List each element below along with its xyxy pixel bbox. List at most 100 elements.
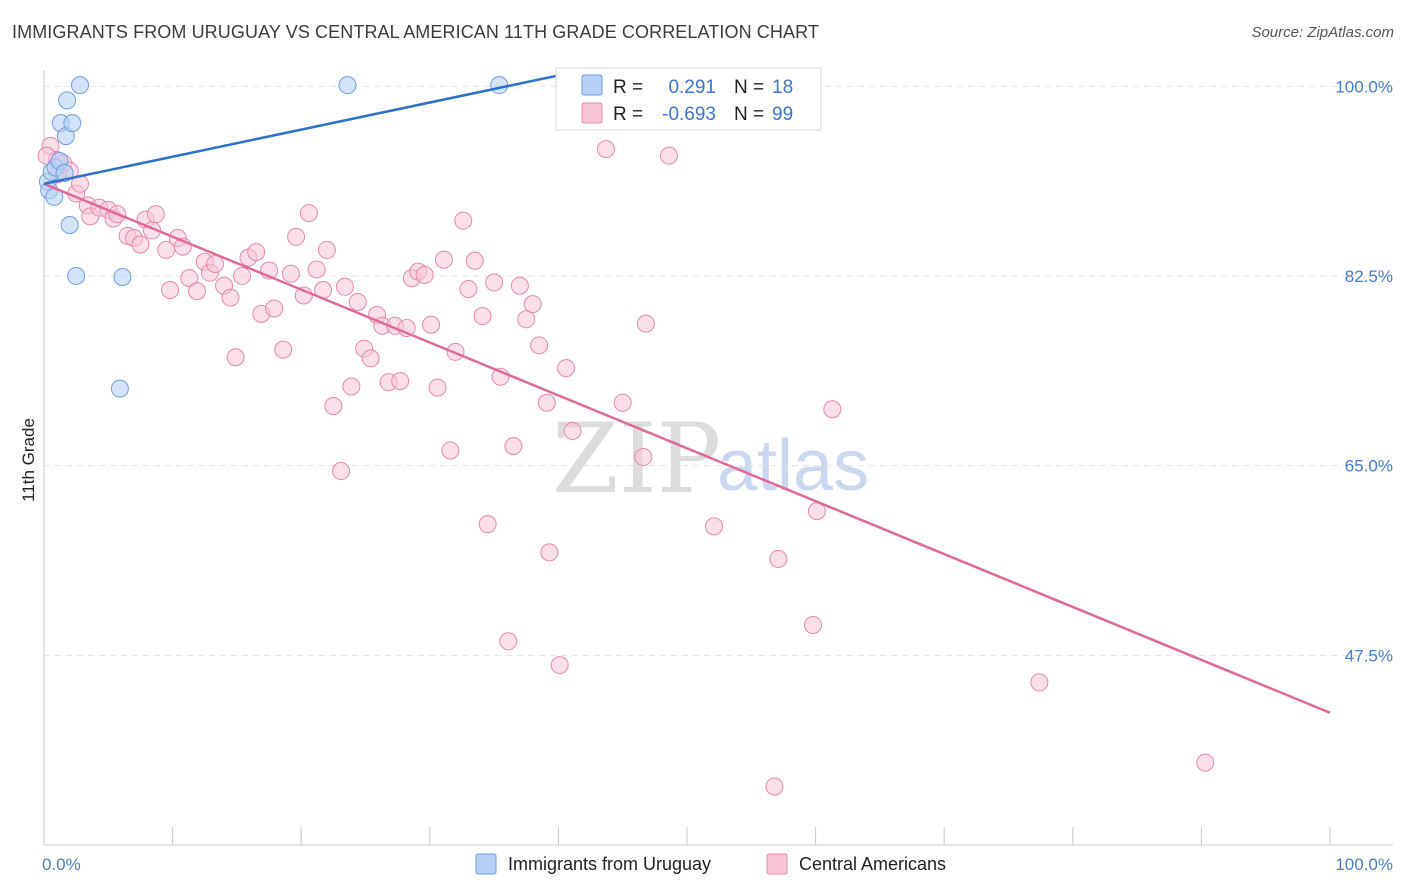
uruguay-point-16: [338, 76, 357, 95]
central-americans-point-93: [823, 400, 842, 419]
central-americans-point-60: [422, 315, 441, 334]
central-americans-point-95: [1196, 753, 1215, 772]
central-americans-point-48: [348, 292, 367, 311]
uruguay-point-12: [67, 266, 86, 285]
grid-lines: [44, 85, 1393, 656]
central-americans-point-80: [550, 656, 569, 675]
uruguay-point-11: [63, 114, 82, 133]
central-americans-point-69: [478, 515, 497, 534]
central-americans-point-88: [705, 517, 724, 536]
legend-swatch-uruguay: [581, 74, 603, 96]
central-americans-point-61: [428, 378, 447, 397]
central-americans-point-45: [332, 462, 351, 481]
x-axis-ticks: [43, 827, 1331, 845]
x-tick-label-min: 0.0%: [42, 855, 81, 874]
central-americans-point-91: [804, 615, 823, 634]
y-tick-label-3: 100.0%: [1335, 77, 1393, 96]
central-americans-point-89: [765, 777, 784, 796]
legend-n-value-central-americans: 99: [772, 104, 793, 125]
central-americans-point-46: [335, 277, 354, 296]
central-americans-point-65: [454, 211, 473, 230]
central-americans-point-73: [504, 437, 523, 456]
central-americans-point-75: [517, 310, 536, 329]
central-americans-point-43: [317, 240, 336, 259]
central-americans-point-77: [530, 336, 549, 355]
series-legend-swatch-central-americans: [766, 853, 788, 875]
series-legend-label-uruguay: Immigrants from Uruguay: [508, 854, 711, 874]
chart-source: Source: ZipAtlas.com: [1251, 24, 1394, 41]
series-legend: Immigrants from Uruguay Central American…: [475, 853, 946, 875]
uruguay-point-14: [113, 268, 132, 287]
central-americans-point-81: [557, 359, 576, 378]
central-americans-point-29: [226, 348, 245, 367]
trend-lines: [43, 74, 1331, 714]
central-americans-point-59: [415, 265, 434, 284]
uruguay-point-7: [55, 163, 74, 182]
central-americans-points: [37, 75, 1215, 796]
central-americans-point-79: [540, 543, 559, 562]
central-americans-point-37: [281, 264, 300, 283]
uruguay-point-10: [60, 216, 79, 234]
series-legend-swatch-uruguay: [475, 853, 497, 875]
central-americans-point-70: [485, 273, 504, 292]
central-americans-point-17: [146, 205, 165, 224]
central-americans-point-41: [307, 260, 326, 279]
central-americans-point-50: [361, 349, 380, 368]
central-americans-point-28: [221, 288, 240, 307]
central-americans-point-67: [465, 251, 484, 270]
central-americans-point-76: [523, 295, 542, 314]
y-axis-title: 11th Grade: [19, 418, 38, 502]
legend-swatch-central-americans: [581, 102, 603, 124]
y-axis-tick-labels: 47.5% 65.0% 82.5% 100.0%: [1335, 77, 1393, 665]
central-americans-point-86: [636, 314, 655, 333]
central-americans-point-90: [769, 549, 788, 568]
central-americans-point-23: [188, 282, 207, 301]
legend-r-value-central-americans: -0.693: [662, 104, 716, 125]
central-americans-point-14: [131, 235, 150, 254]
central-americans-point-66: [459, 279, 478, 298]
axes: [43, 70, 1393, 846]
central-americans-point-72: [499, 632, 518, 651]
central-americans-point-84: [613, 393, 632, 412]
central-americans-trend-line: [43, 182, 1331, 714]
central-americans-point-32: [247, 243, 266, 262]
central-americans-point-44: [324, 397, 343, 416]
central-americans-point-94: [1030, 673, 1049, 692]
chart-title: IMMIGRANTS FROM URUGUAY VS CENTRAL AMERI…: [12, 22, 819, 42]
central-americans-point-78: [537, 393, 556, 412]
central-americans-point-68: [473, 307, 492, 326]
uruguay-point-15: [110, 379, 129, 398]
central-americans-point-26: [206, 255, 225, 274]
legend-n-label-central-americans: N =: [734, 104, 764, 125]
central-americans-point-85: [634, 447, 653, 466]
correlation-legend: R = 0.291 N = 18 R = -0.693 N = 99: [555, 67, 822, 131]
central-americans-point-74: [510, 276, 529, 295]
y-tick-label-0: 47.5%: [1345, 646, 1393, 665]
legend-n-value-uruguay: 18: [772, 77, 793, 98]
legend-r-label-central-americans: R =: [613, 104, 643, 125]
legend-r-value-uruguay: 0.291: [668, 77, 716, 98]
legend-n-label-uruguay: N =: [734, 77, 764, 98]
central-americans-point-36: [274, 340, 293, 359]
y-tick-label-2: 82.5%: [1345, 267, 1393, 286]
central-americans-point-62: [434, 250, 453, 269]
uruguay-point-9: [58, 91, 77, 110]
central-americans-point-30: [233, 266, 252, 285]
central-americans-point-63: [441, 441, 460, 460]
uruguay-point-17: [490, 76, 509, 95]
central-americans-point-19: [161, 281, 180, 300]
central-americans-point-38: [287, 227, 306, 246]
x-tick-label-max: 100.0%: [1335, 855, 1393, 874]
central-americans-point-35: [265, 299, 284, 318]
series-legend-label-central-americans: Central Americans: [799, 854, 946, 874]
central-americans-point-82: [563, 421, 582, 440]
central-americans-point-47: [342, 377, 361, 396]
uruguay-point-13: [71, 76, 90, 95]
uruguay-points: [38, 76, 509, 398]
y-tick-label-1: 65.0%: [1345, 457, 1393, 476]
legend-r-label-uruguay: R =: [613, 77, 643, 98]
watermark: ZIP atlas: [552, 403, 869, 515]
central-americans-point-55: [391, 372, 410, 391]
uruguay-trend-line: [43, 74, 559, 186]
